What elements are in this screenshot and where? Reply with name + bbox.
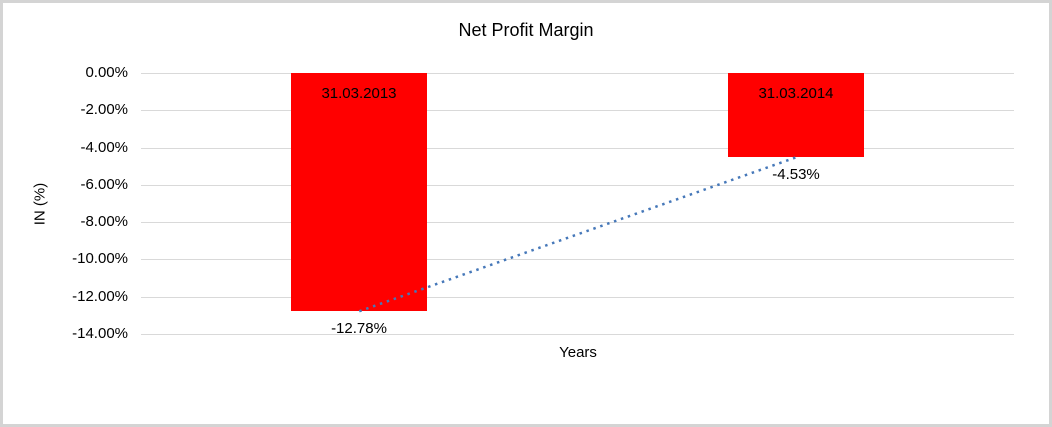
bar — [291, 73, 427, 311]
gridline — [141, 297, 1014, 298]
trendline-layer — [358, 156, 797, 313]
gridline — [141, 73, 1014, 74]
gridline — [141, 334, 1014, 335]
y-tick-label: -14.00% — [72, 325, 128, 342]
y-tick-label: -8.00% — [80, 213, 128, 230]
gridline — [141, 148, 1014, 149]
bar-category-label: 31.03.2014 — [758, 85, 834, 102]
y-tick-label: 0.00% — [85, 64, 128, 81]
y-tick-label: -4.00% — [80, 139, 128, 156]
bar — [728, 73, 864, 157]
y-tick-label: -6.00% — [80, 176, 128, 193]
gridline — [141, 185, 1014, 186]
chart-title: Net Profit Margin — [458, 20, 594, 40]
gridline — [141, 259, 1014, 260]
y-tick-label: -12.00% — [72, 288, 128, 305]
gridline — [141, 222, 1014, 223]
bar-value-label: -12.78% — [331, 320, 387, 337]
gridline — [141, 110, 1014, 111]
x-axis-title: Years — [559, 344, 597, 361]
y-tick-label: -2.00% — [80, 101, 128, 118]
bar-value-label: -4.53% — [772, 166, 820, 183]
y-tick-label: -10.00% — [72, 250, 128, 267]
bar-category-label: 31.03.2013 — [321, 85, 397, 102]
